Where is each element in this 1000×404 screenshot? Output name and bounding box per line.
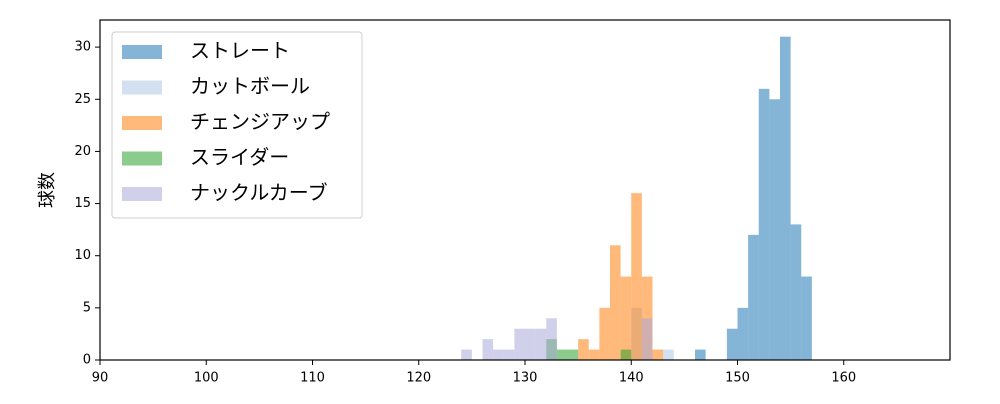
legend-swatch: [122, 80, 162, 95]
bar: [546, 318, 557, 360]
bar: [556, 349, 568, 360]
bar: [514, 328, 525, 360]
y-tick-label: 5: [83, 300, 91, 315]
y-tick-label: 30: [74, 40, 91, 55]
legend-swatch: [122, 45, 162, 59]
legend-label: ナックルカーブ: [190, 181, 328, 205]
legend-box: [111, 31, 363, 219]
bar: [588, 349, 600, 360]
bar: [620, 276, 632, 360]
legend-label: カットボール: [190, 74, 310, 98]
bar: [780, 36, 791, 361]
y-tick-label: 25: [74, 92, 91, 107]
bar: [631, 193, 642, 360]
bar: [461, 349, 472, 360]
x-tick-label: 160: [831, 371, 856, 386]
legend-swatch: [122, 151, 162, 166]
bar: [503, 349, 515, 360]
bar: [737, 307, 749, 360]
y-tick-label: 10: [74, 248, 91, 263]
bar: [641, 318, 653, 360]
bar: [663, 349, 674, 360]
y-tick-label: 20: [74, 144, 91, 159]
bar: [482, 339, 494, 360]
x-tick-label: 90: [92, 371, 109, 386]
bar: [758, 88, 770, 361]
x-tick-label: 150: [725, 371, 750, 386]
bar: [599, 307, 610, 360]
x-tick-label: 110: [300, 371, 325, 386]
y-axis-label: 球数: [37, 172, 58, 208]
y-tick-label: 15: [74, 196, 91, 211]
bar: [695, 349, 706, 360]
bar: [535, 328, 547, 360]
bar: [567, 349, 579, 360]
bar: [610, 245, 621, 360]
bar: [748, 234, 759, 360]
legend-label: スライダー: [190, 145, 289, 169]
bar: [620, 349, 632, 360]
plot-frame: [99, 19, 951, 361]
bar: [801, 276, 812, 360]
x-tick-label: 120: [406, 371, 431, 386]
legend-label: チェンジアップ: [190, 110, 330, 134]
bar: [726, 328, 738, 360]
legend-label: ストレート: [190, 39, 290, 63]
x-tick-label: 140: [619, 371, 644, 386]
bar: [652, 349, 664, 360]
bar: [493, 349, 504, 360]
legend-swatch: [122, 187, 162, 201]
x-tick-label: 130: [513, 371, 538, 386]
x-tick-label: 100: [194, 371, 219, 386]
bar: [769, 99, 780, 361]
bar: [790, 224, 802, 360]
bar: [578, 339, 589, 360]
bar: [525, 328, 536, 360]
y-tick-label: 0: [83, 353, 91, 368]
legend-swatch: [122, 116, 162, 130]
